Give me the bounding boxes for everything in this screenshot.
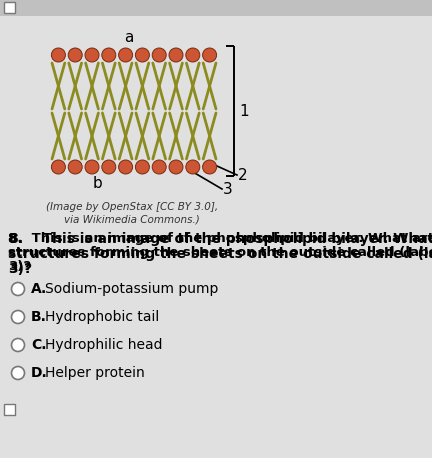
Text: 3: 3: [223, 181, 233, 196]
Circle shape: [152, 48, 166, 62]
Text: 2: 2: [238, 168, 248, 182]
Bar: [0, 0, 432, 16]
Circle shape: [85, 160, 99, 174]
Circle shape: [12, 338, 25, 351]
Circle shape: [102, 48, 116, 62]
Text: b: b: [92, 176, 102, 191]
Text: 3)?: 3)?: [8, 262, 32, 276]
Circle shape: [152, 160, 166, 174]
Circle shape: [119, 48, 133, 62]
Circle shape: [135, 160, 149, 174]
Text: a: a: [124, 31, 133, 45]
Circle shape: [135, 48, 149, 62]
Text: Hydrophobic tail: Hydrophobic tail: [45, 310, 159, 324]
Circle shape: [169, 48, 183, 62]
Text: structures forming the sheets on the outside called (labeled: structures forming the sheets on the out…: [8, 247, 432, 261]
Circle shape: [12, 283, 25, 295]
Text: 1: 1: [239, 104, 249, 119]
Circle shape: [68, 48, 82, 62]
Circle shape: [119, 160, 133, 174]
Circle shape: [203, 160, 216, 174]
Circle shape: [186, 160, 200, 174]
Text: 8.: 8.: [8, 232, 23, 246]
Text: Helper protein: Helper protein: [45, 366, 145, 380]
Bar: [4, 404, 15, 415]
Circle shape: [68, 160, 82, 174]
Text: via Wikimedia Commons.): via Wikimedia Commons.): [64, 214, 200, 224]
Text: (Image by OpenStax [CC BY 3.0],: (Image by OpenStax [CC BY 3.0],: [46, 202, 218, 212]
Text: 8.    This is an image of the phospholipid bilayer. What are the: 8. This is an image of the phospholipid …: [8, 232, 432, 246]
Circle shape: [51, 160, 65, 174]
Text: B.: B.: [31, 310, 47, 324]
Circle shape: [85, 48, 99, 62]
Bar: [4, 2, 15, 13]
Circle shape: [12, 366, 25, 380]
Circle shape: [203, 48, 216, 62]
Circle shape: [51, 48, 65, 62]
Circle shape: [102, 160, 116, 174]
Text: C.: C.: [31, 338, 47, 352]
Text: Sodium-potassium pump: Sodium-potassium pump: [45, 282, 218, 296]
Circle shape: [169, 160, 183, 174]
Text: D.: D.: [31, 366, 48, 380]
Text: structures forming the sheets on the outside called (labeled: structures forming the sheets on the out…: [8, 246, 432, 259]
Text: 8.  This is an image of the phospholipid bilayer. What are the: 8. This is an image of the phospholipid …: [8, 232, 432, 245]
Text: 3)?: 3)?: [8, 260, 31, 273]
Text: Hydrophilic head: Hydrophilic head: [45, 338, 162, 352]
Circle shape: [186, 48, 200, 62]
Text: A.: A.: [31, 282, 47, 296]
Circle shape: [12, 311, 25, 323]
